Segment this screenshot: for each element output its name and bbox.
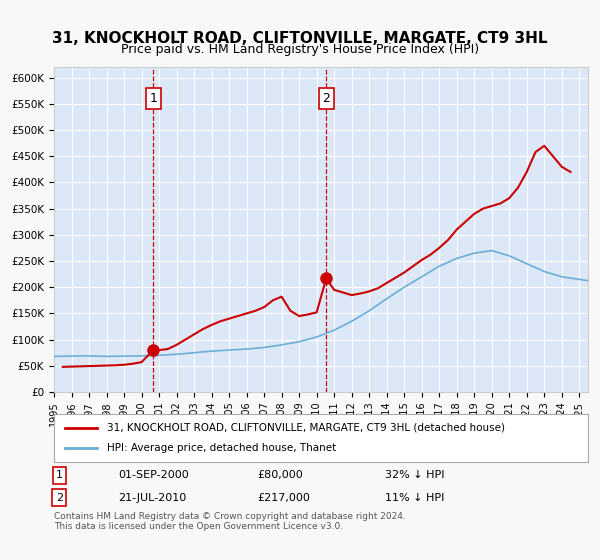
Text: 2: 2 [322, 92, 330, 105]
Text: 32% ↓ HPI: 32% ↓ HPI [385, 470, 445, 480]
Text: 01-SEP-2000: 01-SEP-2000 [118, 470, 189, 480]
Text: HPI: Average price, detached house, Thanet: HPI: Average price, detached house, Than… [107, 443, 337, 452]
Text: 11% ↓ HPI: 11% ↓ HPI [385, 493, 445, 502]
Text: £80,000: £80,000 [257, 470, 302, 480]
Text: £217,000: £217,000 [257, 493, 310, 502]
Text: Contains HM Land Registry data © Crown copyright and database right 2024.: Contains HM Land Registry data © Crown c… [54, 512, 406, 521]
Text: 31, KNOCKHOLT ROAD, CLIFTONVILLE, MARGATE, CT9 3HL: 31, KNOCKHOLT ROAD, CLIFTONVILLE, MARGAT… [52, 31, 548, 46]
Text: 1: 1 [56, 470, 63, 480]
Text: 1: 1 [149, 92, 157, 105]
Text: This data is licensed under the Open Government Licence v3.0.: This data is licensed under the Open Gov… [54, 522, 343, 531]
Text: Price paid vs. HM Land Registry's House Price Index (HPI): Price paid vs. HM Land Registry's House … [121, 43, 479, 56]
Text: 2: 2 [56, 493, 63, 502]
Text: 31, KNOCKHOLT ROAD, CLIFTONVILLE, MARGATE, CT9 3HL (detached house): 31, KNOCKHOLT ROAD, CLIFTONVILLE, MARGAT… [107, 423, 505, 433]
Text: 21-JUL-2010: 21-JUL-2010 [118, 493, 187, 502]
